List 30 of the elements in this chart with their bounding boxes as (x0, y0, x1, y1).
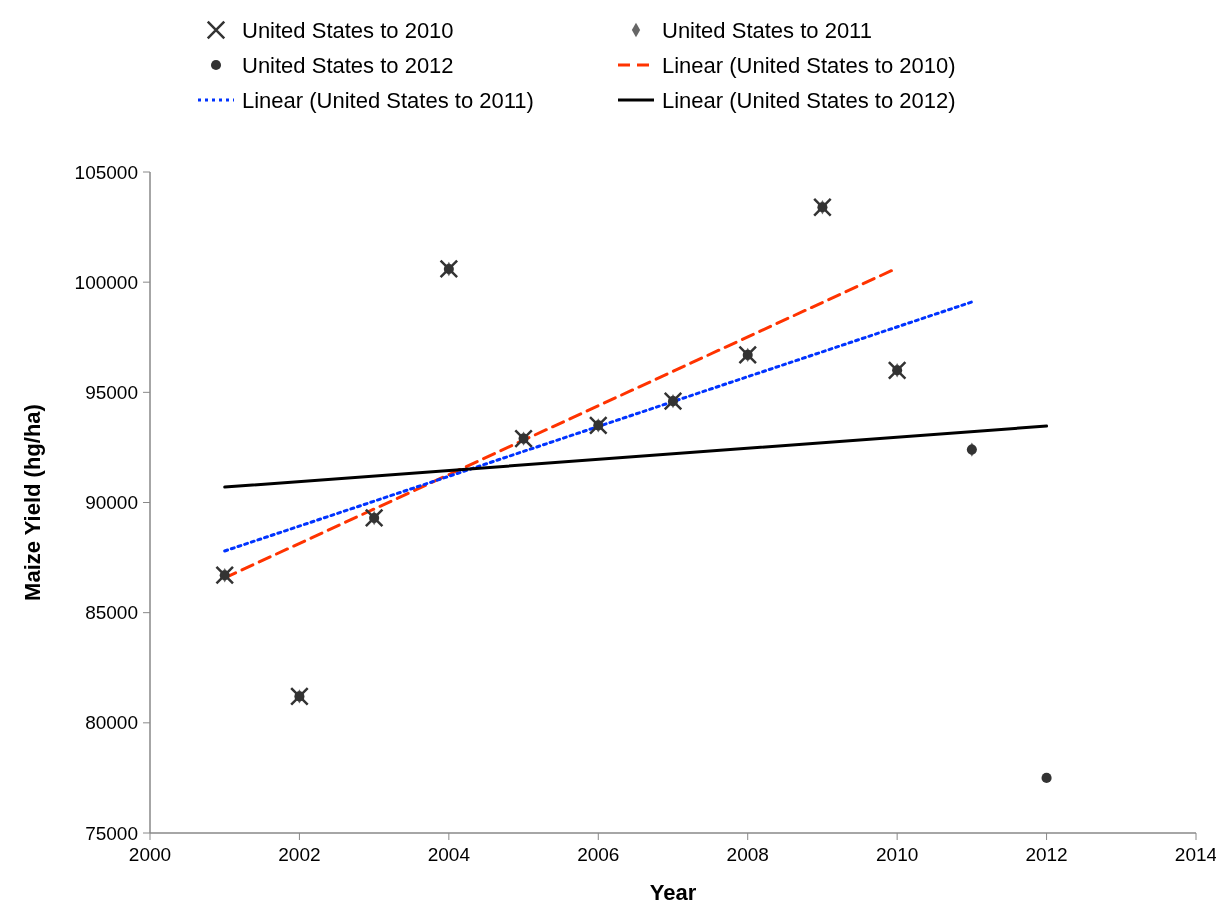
x-tick-label: 2004 (427, 844, 471, 865)
x-axis-title: Year (649, 880, 697, 905)
y-tick-label: 95000 (85, 381, 138, 403)
point (514, 429, 534, 449)
legend-label: United States to 2010 (242, 17, 454, 43)
point (812, 197, 832, 217)
legend-label: United States to 2012 (242, 52, 454, 78)
y-tick-label: 100000 (74, 271, 138, 293)
point (215, 565, 235, 585)
y-axis-title: Maize Yield (hg/ha) (20, 404, 45, 601)
x-tick-label: 2012 (1025, 844, 1068, 865)
point (289, 686, 309, 706)
x-tick-label: 2008 (726, 844, 769, 865)
legend-label: Linear (United States to 2011) (242, 87, 534, 113)
y-tick-label: 85000 (85, 602, 138, 624)
point (663, 391, 683, 411)
x-tick-label: 2000 (128, 844, 172, 865)
point (887, 360, 907, 380)
point (1041, 772, 1052, 783)
y-tick-label: 90000 (85, 492, 138, 514)
legend-label: Linear (United States to 2010) (662, 52, 956, 78)
x-tick-label: 2010 (876, 844, 919, 865)
y-tick-label: 75000 (85, 822, 138, 844)
y-tick-label: 80000 (85, 712, 138, 734)
x-tick-label: 2006 (577, 844, 620, 865)
y-tick-label: 105000 (74, 161, 138, 183)
x-tick-label: 2002 (278, 844, 321, 865)
legend-label: Linear (United States to 2012) (662, 87, 956, 113)
x-tick-label: 2014 (1174, 844, 1218, 865)
legend-label: United States to 2011 (662, 17, 872, 43)
